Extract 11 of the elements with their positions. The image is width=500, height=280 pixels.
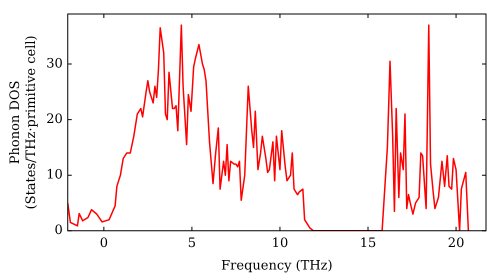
x-tick-label: 15 [360, 236, 376, 251]
x-tick-label: 0 [100, 236, 108, 251]
y-tick-label: 20 [46, 112, 63, 127]
y-tick-label: 0 [54, 223, 63, 238]
x-tick-label: 10 [272, 236, 288, 251]
y-tick-label: 30 [46, 56, 63, 72]
y-tick-label: 10 [46, 168, 63, 183]
x-axis-title: Frequency (THz) [221, 258, 333, 274]
y-axis-title: Phonon DOS (States/THz·primitive cell) [8, 35, 39, 210]
x-tick-label: 5 [188, 236, 196, 251]
x-tick-label: 20 [448, 236, 464, 251]
